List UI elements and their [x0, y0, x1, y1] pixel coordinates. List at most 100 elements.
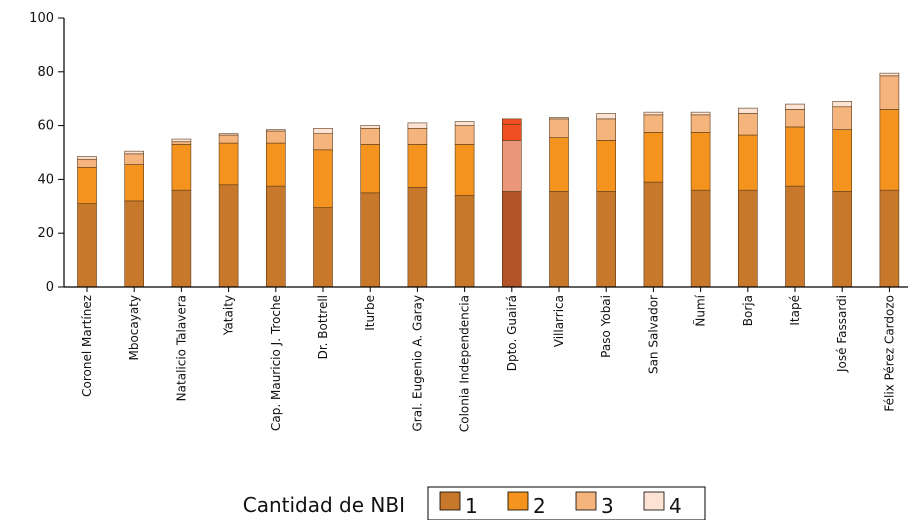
- legend-swatch-3: [575, 491, 597, 511]
- category-label: Cap. Mauricio J. Troche: [269, 295, 283, 431]
- bar-segment-1: [360, 192, 381, 288]
- bar-segment-1: [218, 184, 239, 288]
- bar-segment-3: [785, 109, 805, 128]
- bar-segment-4: [549, 117, 569, 120]
- bar-segment-3: [690, 114, 711, 133]
- bar-segment-1: [77, 203, 97, 288]
- bar-segment-1: [501, 191, 522, 288]
- category-label: San Salvador: [646, 295, 660, 374]
- legend-label-1: 1: [465, 494, 478, 518]
- bar-segment-3: [596, 118, 617, 141]
- bar-segment-2: [879, 109, 900, 191]
- y-tick-label: 20: [37, 226, 54, 241]
- category-label: Itapé: [788, 295, 802, 326]
- bar-segment-3: [832, 106, 853, 130]
- bar-segment-1: [832, 191, 853, 288]
- category-label: Mbocayaty: [127, 295, 141, 361]
- bar-segment-2: [596, 140, 617, 192]
- category-label: Dr. Bottrell: [316, 295, 330, 359]
- y-tick-label: 80: [37, 65, 54, 80]
- bar-segment-4: [265, 129, 286, 132]
- legend-items: 1 2 3 4: [439, 491, 682, 518]
- y-tick-label: 100: [29, 11, 54, 26]
- bar-segment-4: [643, 111, 664, 116]
- bar-segment-4: [501, 118, 522, 125]
- category-label: Iturbe: [363, 295, 377, 331]
- bar-segment-2: [265, 142, 286, 187]
- bar-segment-4: [879, 72, 900, 77]
- bar-segment-3: [360, 127, 381, 145]
- bar-segment-1: [737, 189, 758, 288]
- bar-segment-2: [785, 126, 805, 187]
- y-tick-label: 0: [46, 280, 54, 295]
- bar-segment-3: [218, 134, 239, 144]
- y-tick-label: 40: [37, 172, 54, 187]
- bar-segment-3: [265, 130, 286, 144]
- bar-segment-4: [171, 138, 192, 143]
- bar-segment-2: [832, 129, 853, 192]
- category-label: Yataity: [222, 295, 236, 336]
- bar-segment-3: [454, 125, 475, 145]
- bar-segment-4: [454, 121, 475, 126]
- bar-segment-2: [643, 132, 664, 183]
- category-label: Ñumí: [693, 294, 708, 326]
- bar-segment-3: [737, 113, 758, 136]
- bar-segment-4: [77, 156, 97, 160]
- bar-segment-4: [832, 101, 853, 108]
- bar-segment-1: [690, 189, 711, 288]
- bar-segment-3: [313, 133, 333, 151]
- bar-segment-1: [596, 191, 617, 288]
- bar-segment-3: [549, 118, 569, 139]
- legend-swatch-4: [643, 491, 665, 511]
- bar-segment-2: [77, 166, 97, 204]
- bar-segment-1: [879, 189, 900, 288]
- bar-segment-2: [454, 144, 475, 196]
- bar-segment-3: [407, 127, 428, 145]
- bar-segment-4: [313, 127, 333, 134]
- category-label: Natalicio Talavera: [174, 295, 188, 401]
- bar-segment-3: [171, 141, 192, 145]
- bar-segment-2: [171, 144, 192, 191]
- category-label: José Fassardi: [835, 295, 849, 373]
- bar-segment-1: [785, 185, 805, 288]
- bar-segment-1: [643, 181, 664, 288]
- bar-segment-3: [879, 75, 900, 110]
- bar-segment-1: [124, 200, 144, 288]
- bar-segment-2: [549, 137, 569, 192]
- bar-segment-2: [501, 140, 522, 192]
- legend: Cantidad de NBI 1 2 3 4: [243, 486, 706, 520]
- legend-swatch-2: [507, 491, 529, 511]
- category-label: Colonia Independencia: [458, 295, 472, 432]
- bar-segment-3: [643, 114, 664, 133]
- bars-group: [77, 72, 900, 288]
- bar-segment-1: [454, 195, 475, 288]
- bar-segment-4: [785, 103, 805, 110]
- bar-segment-1: [549, 191, 569, 288]
- legend-swatch-1: [439, 491, 461, 511]
- bar-segment-2: [737, 134, 758, 191]
- legend-label-4: 4: [669, 494, 682, 518]
- legend-label-3: 3: [601, 494, 614, 518]
- category-label: Coronel Martínez: [80, 295, 94, 397]
- y-ticks: 0 20 40 60 80 100: [29, 11, 64, 295]
- bar-segment-4: [737, 107, 758, 114]
- bar-segment-3: [124, 153, 144, 165]
- bar-segment-2: [690, 132, 711, 191]
- bar-segment-2: [124, 164, 144, 202]
- category-label: Borja: [741, 295, 755, 326]
- bar-segment-2: [218, 142, 239, 186]
- y-tick-label: 60: [37, 119, 54, 134]
- bar-segment-3: [501, 123, 522, 141]
- category-label: Dpto. Guairá: [505, 295, 519, 371]
- bar-segment-1: [407, 187, 428, 288]
- legend-box: [427, 486, 706, 520]
- bar-segment-4: [218, 133, 239, 136]
- category-label: Paso Yobai: [599, 295, 613, 358]
- bar-segment-4: [360, 125, 381, 129]
- category-labels: Coronel Martínez Mbocayaty Natalicio Talav…: [80, 287, 896, 432]
- bar-segment-2: [313, 149, 333, 208]
- bar-segment-4: [690, 111, 711, 116]
- bar-segment-2: [407, 144, 428, 188]
- bar-segment-1: [265, 185, 286, 288]
- bar-segment-2: [360, 144, 381, 194]
